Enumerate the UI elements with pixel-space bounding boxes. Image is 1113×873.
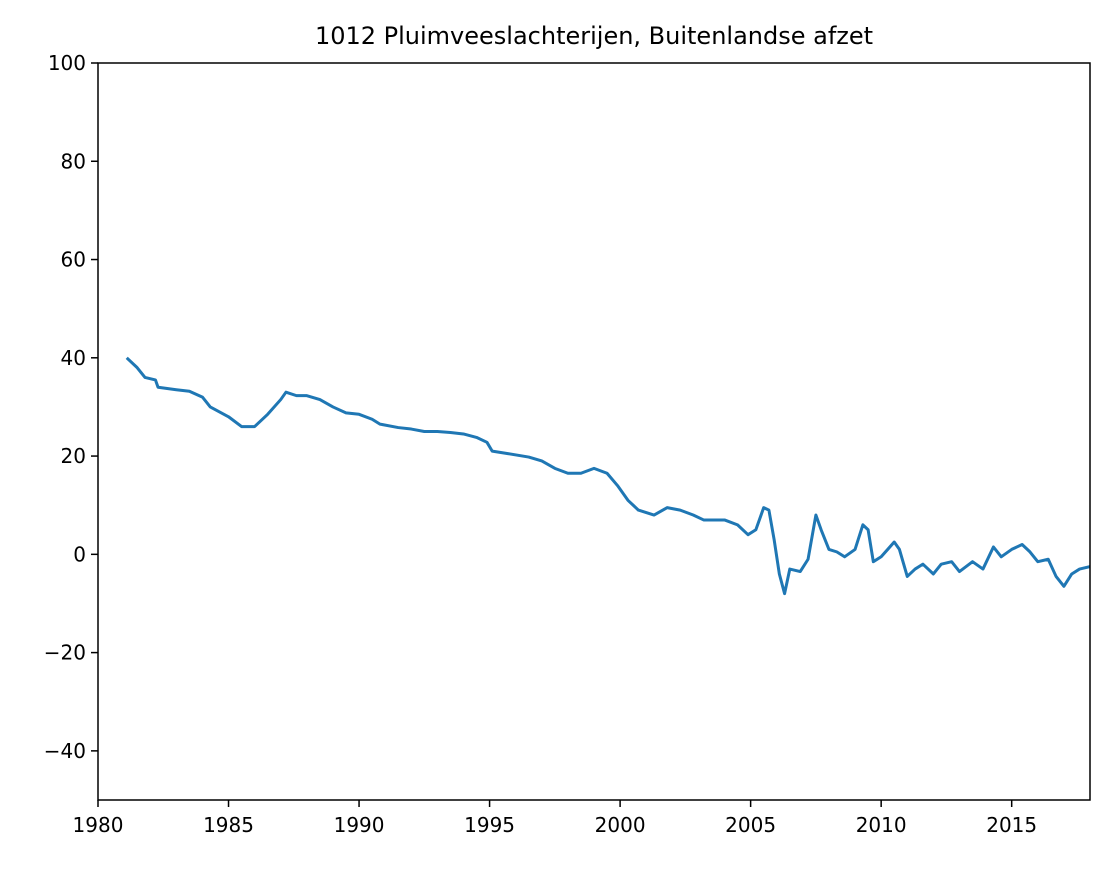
x-tick-label: 1985 bbox=[203, 813, 254, 837]
y-tick-label: −40 bbox=[44, 739, 86, 763]
line-series bbox=[125, 356, 1090, 596]
y-tick-label: 20 bbox=[61, 444, 86, 468]
y-tick-label: 40 bbox=[61, 346, 86, 370]
y-tick-label: 0 bbox=[73, 542, 86, 566]
chart-title: 1012 Pluimveeslachterijen, Buitenlandse … bbox=[315, 22, 873, 50]
x-tick-label: 1980 bbox=[73, 813, 124, 837]
x-tick-label: 2015 bbox=[986, 813, 1037, 837]
x-tick-label: 2010 bbox=[856, 813, 907, 837]
x-tick-label: 1995 bbox=[464, 813, 515, 837]
y-tick-label: 80 bbox=[61, 149, 86, 173]
y-tick-label: 100 bbox=[48, 51, 86, 75]
plot-frame bbox=[97, 62, 1091, 801]
x-tick-label: 1990 bbox=[334, 813, 385, 837]
x-tick-label: 2000 bbox=[595, 813, 646, 837]
x-tick-label: 2005 bbox=[725, 813, 776, 837]
y-tick-label: −20 bbox=[44, 641, 86, 665]
y-tick-label: 60 bbox=[61, 248, 86, 272]
